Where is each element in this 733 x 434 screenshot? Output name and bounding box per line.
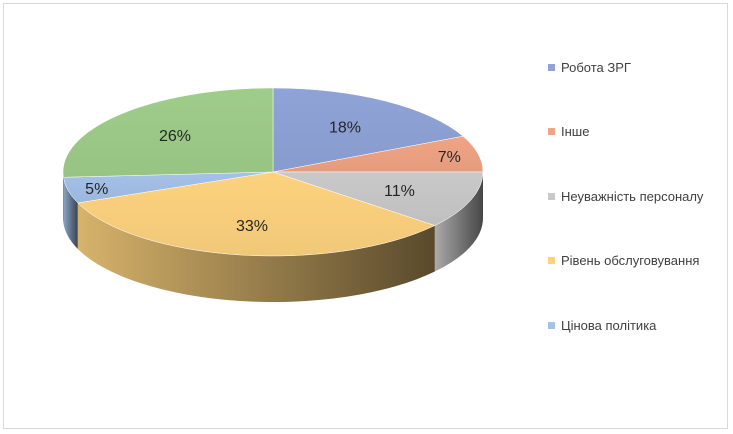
- data-label: 18%: [329, 120, 361, 137]
- data-labels: 18% 7% 11% 33% 5% 26%: [85, 120, 461, 235]
- legend-swatch: [548, 193, 555, 200]
- legend-swatch: [548, 128, 555, 135]
- legend-label: Рівень обслуговування: [561, 253, 700, 268]
- legend-item: Інше: [548, 122, 721, 141]
- legend-label: Цінова політика: [561, 318, 657, 333]
- pie-sides: [63, 172, 483, 303]
- legend-label: Неуважність персоналу: [561, 189, 704, 204]
- legend-swatch: [548, 257, 555, 264]
- pie-slice-side: [63, 177, 78, 249]
- legend-item: Цінова політика: [548, 316, 721, 335]
- data-label: 5%: [85, 181, 108, 198]
- pie-slice: [272, 87, 464, 173]
- data-label: 11%: [384, 183, 415, 200]
- legend-label: Робота ЗРГ: [561, 60, 631, 75]
- legend-label: Інше: [561, 124, 590, 139]
- pie-slice: [77, 171, 436, 257]
- legend-swatch: [548, 322, 555, 329]
- legend-item: Робота ЗРГ: [548, 58, 721, 77]
- pie-slice: [272, 171, 484, 226]
- pie-slice: [62, 87, 274, 178]
- data-label: 33%: [236, 218, 268, 235]
- legend-item: Рівень обслуговування: [548, 251, 721, 270]
- pie-slice-side: [77, 202, 435, 303]
- data-label: 7%: [438, 149, 461, 166]
- pie-tops: [62, 87, 484, 257]
- data-label: 26%: [159, 128, 191, 145]
- legend-item: Неуважність персоналу: [548, 187, 721, 206]
- pie-slice-side: [434, 172, 483, 272]
- legend-swatch: [548, 64, 555, 71]
